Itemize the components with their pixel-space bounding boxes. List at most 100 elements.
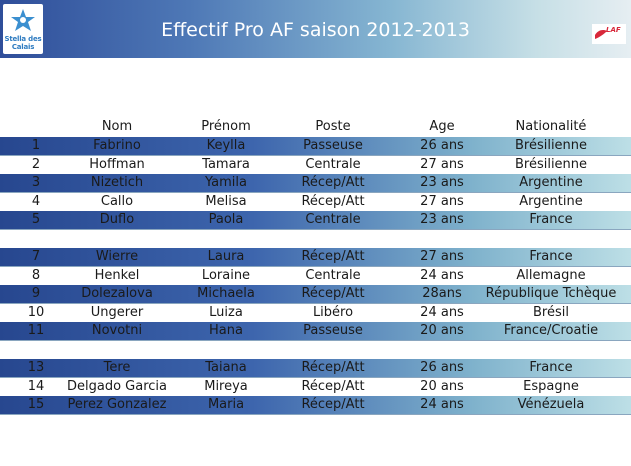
column-header-age: Age bbox=[429, 119, 455, 134]
cell-number: 15 bbox=[27, 397, 45, 412]
cell-number: 11 bbox=[27, 323, 45, 338]
table-row: 1 Fabrino Keylla Passeuse 26 ans Brésilienne bbox=[0, 137, 631, 155]
cell-first-name: Paola bbox=[208, 212, 244, 227]
table-row: 9 Dolezalova Michaela Récep/Att 28ans Républi… bbox=[0, 285, 631, 303]
cell-age: 23 ans bbox=[420, 212, 464, 227]
cell-nationality: Argentine bbox=[519, 175, 583, 190]
cell-nationality: Espagne bbox=[523, 378, 579, 394]
cell-last-name: Wierre bbox=[95, 249, 139, 264]
cell-last-name: Delgado Garcia bbox=[66, 378, 168, 394]
cell-last-name: Henkel bbox=[94, 267, 140, 283]
cell-position: Récep/Att bbox=[301, 286, 365, 301]
cell-age: 27 ans bbox=[420, 249, 464, 264]
cell-number: 10 bbox=[27, 304, 45, 320]
cell-first-name: Maria bbox=[207, 397, 245, 412]
cell-age: 27 ans bbox=[420, 193, 464, 209]
cell-position: Centrale bbox=[305, 267, 361, 283]
row-divider bbox=[0, 414, 631, 415]
cell-position: Récep/Att bbox=[301, 360, 365, 375]
cell-first-name: Michaela bbox=[197, 286, 255, 301]
cell-position: Récep/Att bbox=[301, 378, 365, 394]
cell-last-name: Perez Gonzalez bbox=[67, 397, 167, 412]
table-row: 4 Callo Melisa Récep/Att 27 ans Argentine bbox=[0, 192, 631, 211]
cell-number: 2 bbox=[31, 156, 41, 172]
cell-nationality: France/Croatie bbox=[503, 323, 599, 338]
cell-age: 20 ans bbox=[420, 323, 464, 338]
league-logo: LAF bbox=[592, 24, 626, 44]
cell-last-name: Dolezalova bbox=[81, 286, 153, 301]
club-logo-text-2: Calais bbox=[11, 43, 35, 51]
cell-first-name: Melisa bbox=[205, 193, 247, 209]
cell-first-name: Luiza bbox=[209, 304, 243, 320]
cell-age: 24 ans bbox=[420, 267, 464, 283]
cell-first-name: Loraine bbox=[201, 267, 251, 283]
cell-number: 7 bbox=[31, 249, 41, 264]
column-header-nationality: Nationalité bbox=[515, 119, 587, 134]
table-row: 15 Perez Gonzalez Maria Récep/Att 24 ans Véné… bbox=[0, 396, 631, 414]
cell-last-name: Ungerer bbox=[90, 304, 144, 320]
volleyball-icon bbox=[595, 30, 607, 39]
cell-number: 13 bbox=[27, 360, 45, 375]
cell-first-name: Yamila bbox=[205, 175, 247, 190]
cell-age: 26 ans bbox=[420, 360, 464, 375]
column-header-first-name: Prénom bbox=[201, 119, 251, 134]
cell-number: 5 bbox=[31, 212, 41, 227]
row-divider bbox=[0, 340, 631, 341]
column-header-position: Poste bbox=[315, 119, 351, 134]
cell-position: Récep/Att bbox=[301, 397, 365, 412]
cell-nationality: Argentine bbox=[519, 193, 583, 209]
cell-age: 26 ans bbox=[420, 138, 464, 153]
cell-position: Centrale bbox=[305, 212, 361, 227]
cell-first-name: Keylla bbox=[206, 138, 246, 153]
cell-number: 4 bbox=[31, 193, 41, 209]
cell-position: Récep/Att bbox=[301, 193, 365, 209]
title-banner: Stella des Calais Effectif Pro AF saison… bbox=[0, 0, 631, 58]
cell-nationality: France bbox=[529, 360, 573, 375]
cell-age: 27 ans bbox=[420, 156, 464, 172]
cell-number: 8 bbox=[31, 267, 41, 283]
league-logo-text: LAF bbox=[606, 26, 621, 34]
table-row: 14 Delgado Garcia Mireya Récep/Att 20 ans Esp… bbox=[0, 377, 631, 396]
cell-position: Libéro bbox=[312, 304, 354, 320]
table-row: 5 Duflo Paola Centrale 23 ans France bbox=[0, 211, 631, 229]
table-row: 2 Hoffman Tamara Centrale 27 ans Brésilienne bbox=[0, 155, 631, 174]
cell-nationality: France bbox=[529, 249, 573, 264]
cell-first-name: Mireya bbox=[204, 378, 248, 394]
cell-age: 28ans bbox=[422, 286, 462, 301]
star-player-icon bbox=[10, 8, 36, 34]
cell-last-name: Hoffman bbox=[89, 156, 145, 172]
page-title: Effectif Pro AF saison 2012-2013 bbox=[161, 19, 470, 41]
cell-first-name: Laura bbox=[207, 249, 245, 264]
cell-number: 9 bbox=[31, 286, 41, 301]
cell-number: 1 bbox=[31, 138, 41, 153]
cell-last-name: Fabrino bbox=[93, 138, 141, 153]
club-logo: Stella des Calais bbox=[3, 4, 43, 54]
cell-nationality: Allemagne bbox=[516, 267, 586, 283]
cell-age: 20 ans bbox=[420, 378, 464, 394]
table-row: 3 Nizetich Yamila Récep/Att 23 ans Argentine bbox=[0, 174, 631, 192]
table-header: Nom Prénom Poste Age Nationalité bbox=[0, 118, 631, 136]
cell-number: 3 bbox=[31, 175, 41, 190]
table-row: 13 Tere Taiana Récep/Att 26 ans France bbox=[0, 359, 631, 377]
cell-last-name: Nizetich bbox=[90, 175, 144, 190]
cell-last-name: Tere bbox=[103, 360, 131, 375]
table-row: 11 Novotni Hana Passeuse 20 ans France/Croati… bbox=[0, 322, 631, 340]
cell-position: Récep/Att bbox=[301, 175, 365, 190]
cell-first-name: Tamara bbox=[202, 156, 250, 172]
table-row: 10 Ungerer Luiza Libéro 24 ans Brésil bbox=[0, 303, 631, 322]
table-row: 7 Wierre Laura Récep/Att 27 ans France bbox=[0, 248, 631, 266]
cell-nationality: Brésil bbox=[533, 304, 569, 320]
cell-age: 23 ans bbox=[420, 175, 464, 190]
cell-first-name: Taiana bbox=[205, 360, 247, 375]
cell-age: 24 ans bbox=[420, 304, 464, 320]
cell-last-name: Callo bbox=[100, 193, 134, 209]
club-logo-text-1: Stella des bbox=[4, 35, 42, 43]
cell-first-name: Hana bbox=[209, 323, 243, 338]
cell-nationality: Brésilienne bbox=[514, 138, 588, 153]
cell-last-name: Novotni bbox=[91, 323, 143, 338]
cell-position: Passeuse bbox=[303, 138, 363, 153]
cell-position: Passeuse bbox=[303, 323, 363, 338]
table-row: 8 Henkel Loraine Centrale 24 ans Allemagne bbox=[0, 266, 631, 285]
column-header-last-name: Nom bbox=[101, 119, 133, 134]
cell-nationality: République Tchèque bbox=[485, 286, 617, 301]
